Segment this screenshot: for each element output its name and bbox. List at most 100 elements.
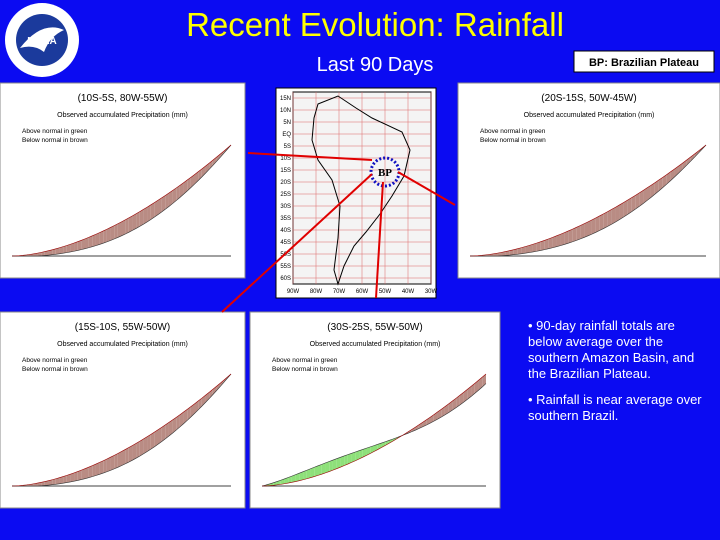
anomaly-area — [220, 151, 224, 158]
lat-label: 15N — [280, 96, 291, 102]
anomaly-area — [55, 477, 60, 485]
anomaly-area — [647, 185, 651, 201]
normal-line — [469, 144, 707, 257]
anomaly-area — [158, 427, 162, 445]
lon-label: 70W — [333, 289, 346, 295]
anomaly-area — [564, 230, 569, 245]
anomaly-area — [212, 157, 217, 166]
logo-text: NOAA — [27, 36, 56, 47]
anomaly-area — [654, 180, 659, 195]
lat-label: 40S — [280, 228, 291, 234]
anomaly-area — [110, 225, 115, 241]
anomaly-area — [599, 213, 604, 231]
anomaly-area — [362, 448, 367, 458]
panel-subtitle: Observed accumulated Precipitation (mm) — [310, 341, 441, 348]
anomaly-area — [509, 249, 514, 256]
anomaly-area — [619, 202, 624, 220]
anomaly-area — [37, 252, 42, 256]
anomaly-area — [501, 251, 506, 256]
anomaly-area — [295, 473, 300, 482]
anomaly-area — [220, 380, 224, 387]
anomaly-area — [216, 383, 221, 391]
anomaly-area — [580, 223, 585, 240]
anomaly-area — [560, 232, 565, 246]
anomaly-area — [106, 227, 111, 242]
anomaly-area — [74, 241, 78, 252]
panel-note: Below normal in brown — [22, 366, 88, 373]
anomaly-area — [463, 389, 468, 403]
anomaly-area — [77, 240, 82, 251]
arrows — [221, 152, 456, 313]
continent — [311, 95, 411, 286]
anomaly-area — [280, 478, 285, 485]
anomaly-area — [176, 185, 180, 201]
arrow — [397, 171, 456, 206]
anomaly-area — [63, 475, 67, 484]
anomaly-area — [103, 458, 107, 474]
anomaly-area — [588, 219, 592, 236]
anomaly-area — [143, 207, 148, 225]
panel-title: (10S-5S, 80W-55W) — [78, 93, 168, 104]
anomaly-area — [117, 221, 122, 238]
anomaly-area — [615, 204, 620, 222]
anomaly-area — [505, 250, 510, 256]
anomaly-area — [201, 166, 206, 177]
anomaly-area — [110, 455, 115, 471]
anomaly-area — [44, 480, 49, 486]
anomaly-area — [63, 245, 67, 254]
anomaly-area — [48, 479, 53, 486]
anomaly-area — [366, 446, 371, 456]
anomaly-area — [99, 460, 104, 475]
anomaly-area — [74, 471, 78, 482]
lat-label: 5N — [283, 120, 291, 126]
anomaly-area — [355, 450, 360, 461]
anomaly-area — [325, 461, 330, 473]
anomaly-area — [548, 237, 553, 249]
anomaly-area — [674, 166, 679, 177]
lon-label: 30W — [425, 289, 438, 295]
panel-note: Above normal in green — [272, 357, 338, 364]
anomaly-area — [121, 219, 126, 236]
anomaly-area — [168, 419, 173, 437]
anomaly-area — [607, 209, 612, 227]
anomaly-area — [85, 237, 89, 249]
key-text: BP: Brazilian Plateau — [589, 57, 699, 69]
anomaly-area — [52, 478, 56, 485]
panel-note: Below normal in brown — [22, 137, 88, 144]
observed-line — [261, 383, 487, 487]
anomaly-area — [41, 481, 45, 486]
anomaly-area — [411, 427, 416, 432]
anomaly-area — [66, 244, 71, 253]
anomaly-area — [125, 217, 129, 235]
bullet: • 90-day rainfall totals are below avera… — [528, 318, 695, 381]
anomaly-area — [190, 403, 195, 418]
anomaly-area — [125, 447, 129, 464]
logo-bird — [20, 27, 64, 52]
lon-label: 40W — [402, 289, 415, 295]
anomaly-area — [161, 195, 166, 213]
anomaly-area — [77, 470, 82, 481]
normal-line — [11, 144, 232, 257]
anomaly-area — [552, 235, 557, 248]
panel-title: (30S-25S, 55W-50W) — [327, 322, 422, 333]
lon-label: 90W — [287, 289, 300, 295]
anomaly-area — [161, 424, 166, 442]
anomaly-area — [603, 211, 608, 229]
anomaly-area — [643, 187, 647, 204]
anomaly-area — [66, 474, 71, 483]
anomaly-area — [216, 154, 221, 162]
panels: (10S-5S, 80W-55W) Observed accumulated Pr… — [0, 82, 720, 509]
anomaly-area — [572, 227, 577, 242]
anomaly-area — [158, 197, 162, 215]
lat-label: 45S — [280, 240, 291, 246]
anomaly-area — [114, 453, 118, 469]
anomaly-area — [52, 248, 56, 255]
anomaly-area — [631, 195, 636, 213]
anomaly-area — [44, 250, 49, 256]
anomaly-area — [139, 439, 144, 457]
anomaly-area — [128, 215, 133, 233]
anomaly-area — [121, 449, 126, 466]
anomaly-area — [639, 190, 644, 207]
anomaly-area — [165, 192, 169, 210]
